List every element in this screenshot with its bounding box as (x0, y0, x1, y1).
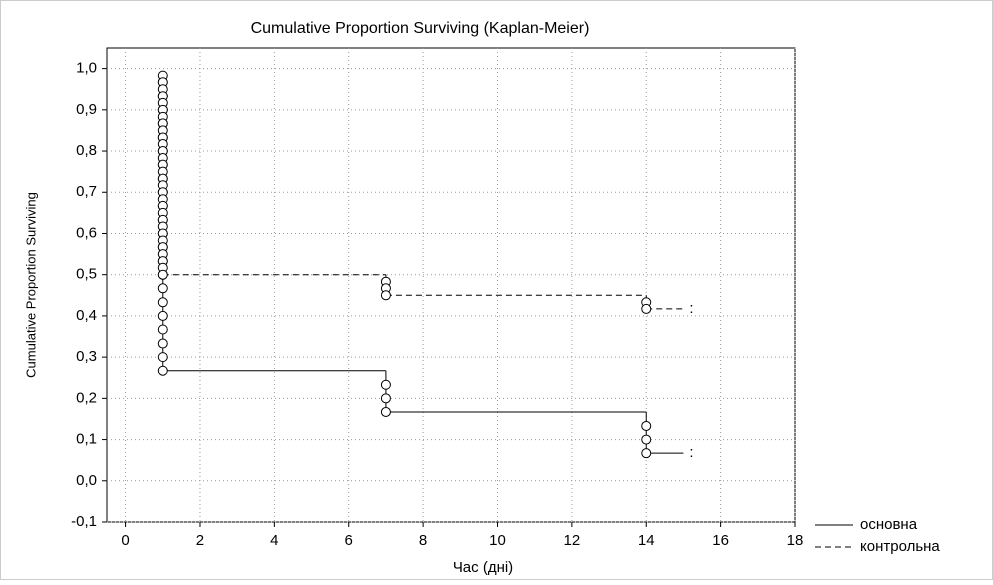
marker (157, 365, 168, 376)
x-tick-label: 4 (270, 532, 278, 549)
y-axis-label: Cumulative Proportion Surviving (23, 192, 38, 378)
y-tick-label: 0,2 (76, 389, 97, 406)
marker (641, 303, 652, 314)
y-tick-label: 0,7 (76, 183, 97, 200)
marker (380, 393, 391, 404)
y-tick-label: 1,0 (76, 60, 97, 77)
y-tick-label: 0,6 (76, 224, 97, 241)
marker (380, 379, 391, 390)
y-tick-label: 0,3 (76, 348, 97, 365)
x-axis-label: Час (дні) (453, 559, 513, 576)
marker (157, 310, 168, 321)
x-tick-label: 10 (489, 532, 506, 549)
chart-title: Cumulative Proportion Surviving (Kaplan-… (251, 20, 590, 37)
legend-label: основна (860, 516, 918, 533)
y-tick-label: 0,0 (76, 472, 97, 489)
x-tick-label: 2 (196, 532, 204, 549)
x-tick-label: 6 (345, 532, 353, 549)
y-tick-label: 0,8 (76, 142, 97, 159)
x-tick-label: 16 (712, 532, 729, 549)
marker (641, 448, 652, 459)
y-tick-label: 0,5 (76, 266, 97, 283)
end-marker: : (689, 444, 693, 461)
marker (157, 269, 168, 280)
marker (641, 434, 652, 445)
x-tick-label: 8 (419, 532, 427, 549)
marker (380, 406, 391, 417)
y-tick-label: 0,1 (76, 431, 97, 448)
marker (641, 420, 652, 431)
x-tick-label: 18 (787, 532, 804, 549)
y-tick-label: 0,9 (76, 101, 97, 118)
marker (157, 352, 168, 363)
marker (157, 324, 168, 335)
x-tick-label: 12 (564, 532, 581, 549)
marker (157, 283, 168, 294)
marker (157, 338, 168, 349)
y-tick-label: -0,1 (71, 513, 97, 530)
end-marker: : (689, 300, 693, 317)
x-tick-label: 0 (121, 532, 129, 549)
plot-area (106, 47, 796, 523)
legend-label: контрольна (860, 538, 940, 555)
marker (380, 290, 391, 301)
y-tick-label: 0,4 (76, 307, 97, 324)
x-tick-label: 14 (638, 532, 655, 549)
marker (157, 297, 168, 308)
